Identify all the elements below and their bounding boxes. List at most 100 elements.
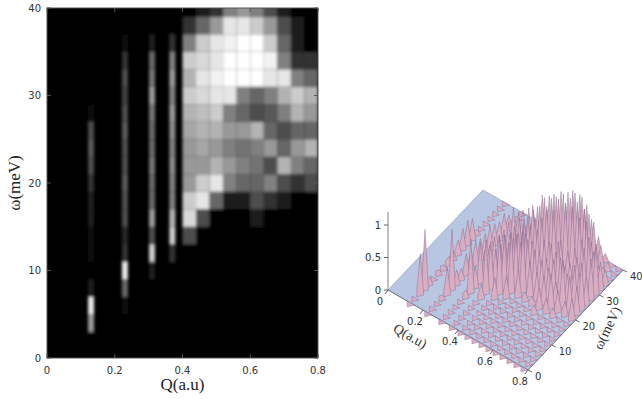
heat-cell — [237, 17, 251, 35]
peak — [519, 232, 526, 294]
x-tick-top — [114, 8, 115, 12]
heat-cell — [196, 244, 210, 262]
heat-cell — [223, 279, 237, 297]
heat-cell — [149, 122, 155, 140]
peak — [459, 229, 466, 252]
heat-cell — [304, 349, 318, 358]
heat-cell — [169, 244, 175, 262]
heat-cell — [88, 244, 94, 262]
w-tick — [623, 270, 627, 272]
heat-cell — [264, 157, 278, 175]
heat-cell — [149, 157, 155, 175]
peak — [519, 357, 526, 363]
heat-cell — [277, 192, 291, 210]
heat-cell — [304, 332, 318, 350]
peak — [444, 267, 451, 297]
figure: 00.20.40.60.8010203040Q(a.u)ω(meV)00.20.… — [0, 0, 642, 399]
heat-cell — [304, 192, 318, 210]
y-tick-right — [314, 183, 318, 184]
heat-cell — [169, 227, 175, 245]
heat-cell — [183, 122, 197, 140]
heat-cell — [169, 174, 175, 192]
surface-panel: 00.20.40.60.801020304000.51Q(a.u)ω(meV) — [365, 190, 642, 387]
heat-cell — [183, 104, 197, 122]
z-tick — [384, 257, 388, 258]
heat-cell — [304, 139, 318, 157]
heat-cell — [88, 8, 94, 17]
heat-cell — [223, 139, 237, 157]
heat-cell — [264, 52, 278, 70]
peak — [493, 211, 500, 217]
y-tick-label: 0 — [35, 353, 41, 364]
heat-cell — [88, 52, 94, 70]
heat-cell — [223, 332, 237, 350]
heat-cell — [196, 104, 210, 122]
heat-cell — [264, 122, 278, 140]
heat-cell — [88, 174, 94, 192]
peak — [538, 314, 545, 320]
heat-cell — [264, 139, 278, 157]
peak — [550, 309, 557, 319]
heat-cell — [183, 157, 197, 175]
peak — [491, 318, 498, 324]
heat-cell — [169, 139, 175, 157]
heat-cell — [250, 349, 264, 358]
y-tick-right — [314, 270, 318, 271]
peak — [519, 334, 526, 340]
heat-cell — [169, 8, 175, 17]
heat-cell — [223, 104, 237, 122]
heat-cell — [183, 69, 197, 87]
heat-cell — [264, 244, 278, 262]
heat-cell — [277, 122, 291, 140]
heat-cell — [250, 122, 264, 140]
heat-cell — [169, 262, 175, 280]
heat-cell — [291, 157, 305, 175]
heat-cell — [210, 52, 224, 70]
x-tick-label: 0 — [44, 365, 50, 376]
peak — [505, 303, 512, 309]
heat-cell — [169, 87, 175, 105]
heat-cell — [183, 52, 197, 70]
peak — [481, 328, 488, 334]
x-tick — [250, 354, 251, 358]
heat-cell — [149, 244, 155, 262]
heat-cell — [304, 314, 318, 332]
heat-cell — [277, 297, 291, 315]
heat-cell — [291, 69, 305, 87]
peak — [496, 237, 503, 296]
cells-blurred — [88, 8, 318, 358]
heat-cell — [149, 209, 155, 227]
heat-cell — [291, 34, 305, 52]
heat-cell — [250, 87, 264, 105]
heat-cell — [169, 104, 175, 122]
heat-cell — [291, 122, 305, 140]
heat-cell — [169, 349, 175, 358]
heat-cell — [210, 104, 224, 122]
heat-cell — [250, 34, 264, 52]
heat-cell — [210, 87, 224, 105]
heat-cell — [277, 314, 291, 332]
heat-cell — [237, 262, 251, 280]
peak — [522, 293, 529, 303]
heat-cell — [304, 157, 318, 175]
heat-cell — [291, 209, 305, 227]
peak — [431, 276, 438, 282]
peak — [609, 262, 616, 268]
peak — [500, 331, 507, 337]
heat-cell — [210, 262, 224, 280]
peak — [439, 295, 446, 302]
heat-cell — [196, 139, 210, 157]
q-tick — [525, 370, 528, 374]
heat-cell — [277, 332, 291, 350]
peak — [439, 319, 446, 325]
heat-cell — [196, 69, 210, 87]
x-tick-label: 0.6 — [242, 365, 258, 376]
heat-cell — [196, 314, 210, 332]
heat-cell — [264, 262, 278, 280]
heat-cell — [169, 122, 175, 140]
heat-cell — [88, 332, 94, 350]
peak — [478, 284, 485, 301]
heat-cell — [169, 69, 175, 87]
plot-background — [47, 8, 318, 358]
heat-cell — [223, 349, 237, 358]
